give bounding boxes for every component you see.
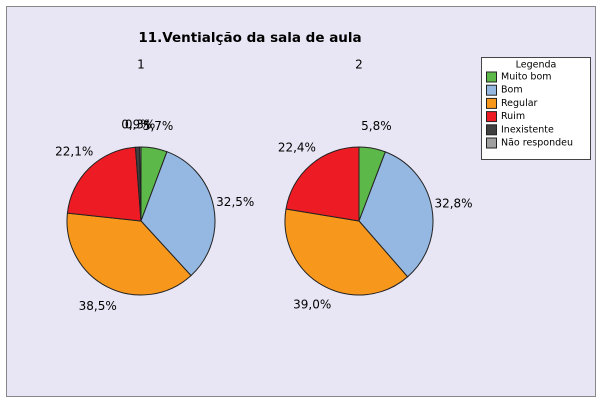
legend-label: Bom (501, 85, 523, 96)
pie-slice (284, 208, 409, 296)
legend-title: Legenda (516, 60, 557, 71)
data-label: 32,8% (434, 197, 472, 211)
legend-swatch (486, 71, 497, 83)
pie-slice (139, 146, 142, 222)
data-label: 5,7% (143, 119, 174, 133)
legend-label: Muito bom (501, 72, 552, 83)
pie-slice (285, 146, 360, 222)
data-label: 22,1% (55, 145, 93, 159)
data-label: 38,5% (79, 299, 117, 313)
pie-slice (358, 151, 434, 278)
legend-label: Não respondeu (501, 138, 573, 149)
data-label: 32,5% (216, 195, 254, 209)
legend-swatch (486, 124, 497, 136)
pie-slice (66, 146, 142, 222)
pie-title: 1 (137, 58, 145, 72)
pie-slice (66, 212, 192, 296)
legend-label: Inexistente (501, 124, 554, 135)
data-label: 39,0% (293, 297, 331, 311)
legend-swatch (486, 84, 497, 96)
legend-swatch (486, 111, 497, 123)
legend-label: Ruim (501, 111, 525, 122)
legend (481, 57, 591, 160)
legend-swatch (486, 137, 497, 149)
legend-swatch (486, 97, 497, 109)
chart-title: 11.Ventialção da sala de aula (138, 30, 361, 46)
data-label: 0,3% (125, 118, 156, 132)
legend-label: Regular (501, 98, 538, 109)
pie-slice (140, 151, 216, 277)
data-label: 0,9% (121, 118, 152, 132)
pie-title: 2 (355, 58, 363, 72)
data-label: 22,4% (278, 140, 316, 154)
data-label: 5,8% (361, 119, 392, 133)
